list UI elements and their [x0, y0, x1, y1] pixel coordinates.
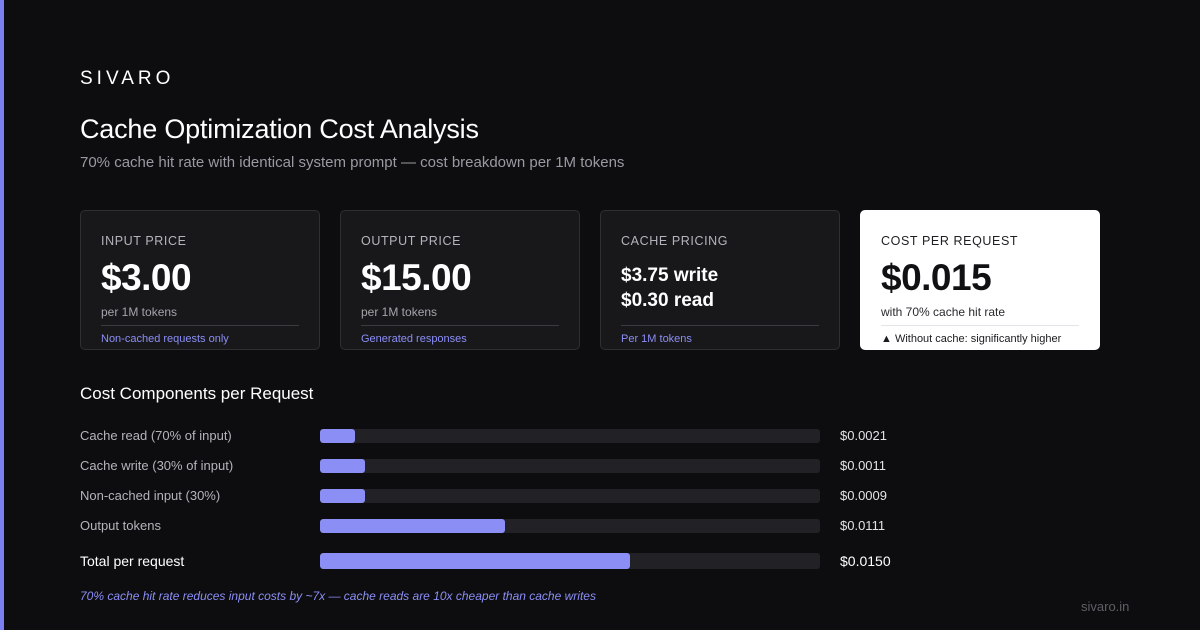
bar-fill [320, 429, 355, 443]
card-label: COST PER REQUEST [881, 234, 1019, 248]
bar-track [320, 459, 820, 473]
row-value: $0.0111 [840, 518, 886, 533]
row-label: Cache read (70% of input) [80, 428, 232, 443]
card-unit: with 70% cache hit rate [881, 305, 1006, 319]
accent-bar [0, 0, 4, 630]
card-divider [881, 325, 1079, 326]
footnote: 70% cache hit rate reduces input costs b… [80, 589, 596, 603]
input-price-card: INPUT PRICE $3.00 per 1M tokens Non-cach… [80, 210, 320, 350]
card-value: $3.75 write $0.30 read [621, 263, 718, 313]
card-note: Non-cached requests only [101, 333, 229, 345]
cost-row: Cache read (70% of input) $0.0021 [80, 426, 980, 446]
bar-fill [320, 459, 365, 473]
card-value: $0.015 [881, 257, 992, 298]
card-divider [361, 325, 559, 326]
cache-read-price: $0.30 read [621, 290, 714, 311]
card-label: CACHE PRICING [621, 234, 729, 248]
card-note: Per 1M tokens [621, 333, 692, 345]
bar-fill [320, 553, 630, 569]
row-label: Total per request [80, 553, 185, 569]
bar-fill [320, 519, 505, 533]
cache-pricing-card: CACHE PRICING $3.75 write $0.30 read Per… [600, 210, 840, 350]
card-divider [101, 325, 299, 326]
card-value: $15.00 [361, 257, 472, 298]
row-value: $0.0011 [840, 458, 887, 473]
page-subtitle: 70% cache hit rate with identical system… [80, 154, 625, 171]
section-title: Cost Components per Request [80, 384, 314, 403]
cache-write-price: $3.75 write [621, 265, 719, 286]
card-label: INPUT PRICE [101, 234, 187, 248]
card-note: Generated responses [361, 333, 467, 345]
card-unit: per 1M tokens [361, 305, 438, 319]
bar-fill [320, 489, 365, 503]
bar-track [320, 553, 820, 569]
card-divider [621, 325, 819, 326]
row-label: Non-cached input (30%) [80, 488, 221, 503]
row-value: $0.0021 [840, 428, 887, 443]
row-label: Output tokens [80, 518, 161, 533]
brand-logo: SIVARO [80, 68, 175, 89]
total-row: Total per request $0.0150 [80, 551, 980, 571]
cost-row: Output tokens $0.0111 [80, 516, 980, 536]
output-price-card: OUTPUT PRICE $15.00 per 1M tokens Genera… [340, 210, 580, 350]
cost-row: Cache write (30% of input) $0.0011 [80, 456, 980, 476]
row-label: Cache write (30% of input) [80, 458, 234, 473]
card-note: ▲ Without cache: significantly higher [881, 333, 1062, 345]
bar-track [320, 519, 820, 533]
site-url: sivaro.in [1081, 599, 1130, 614]
row-value: $0.0150 [840, 553, 891, 569]
bar-track [320, 489, 820, 503]
page-title: Cache Optimization Cost Analysis [80, 114, 479, 144]
cost-per-request-card: COST PER REQUEST $0.015 with 70% cache h… [860, 210, 1100, 350]
card-label: OUTPUT PRICE [361, 234, 462, 248]
row-value: $0.0009 [840, 488, 887, 503]
card-value: $3.00 [101, 257, 192, 298]
card-unit: per 1M tokens [101, 305, 178, 319]
bar-track [320, 429, 820, 443]
cost-row: Non-cached input (30%) $0.0009 [80, 486, 980, 506]
